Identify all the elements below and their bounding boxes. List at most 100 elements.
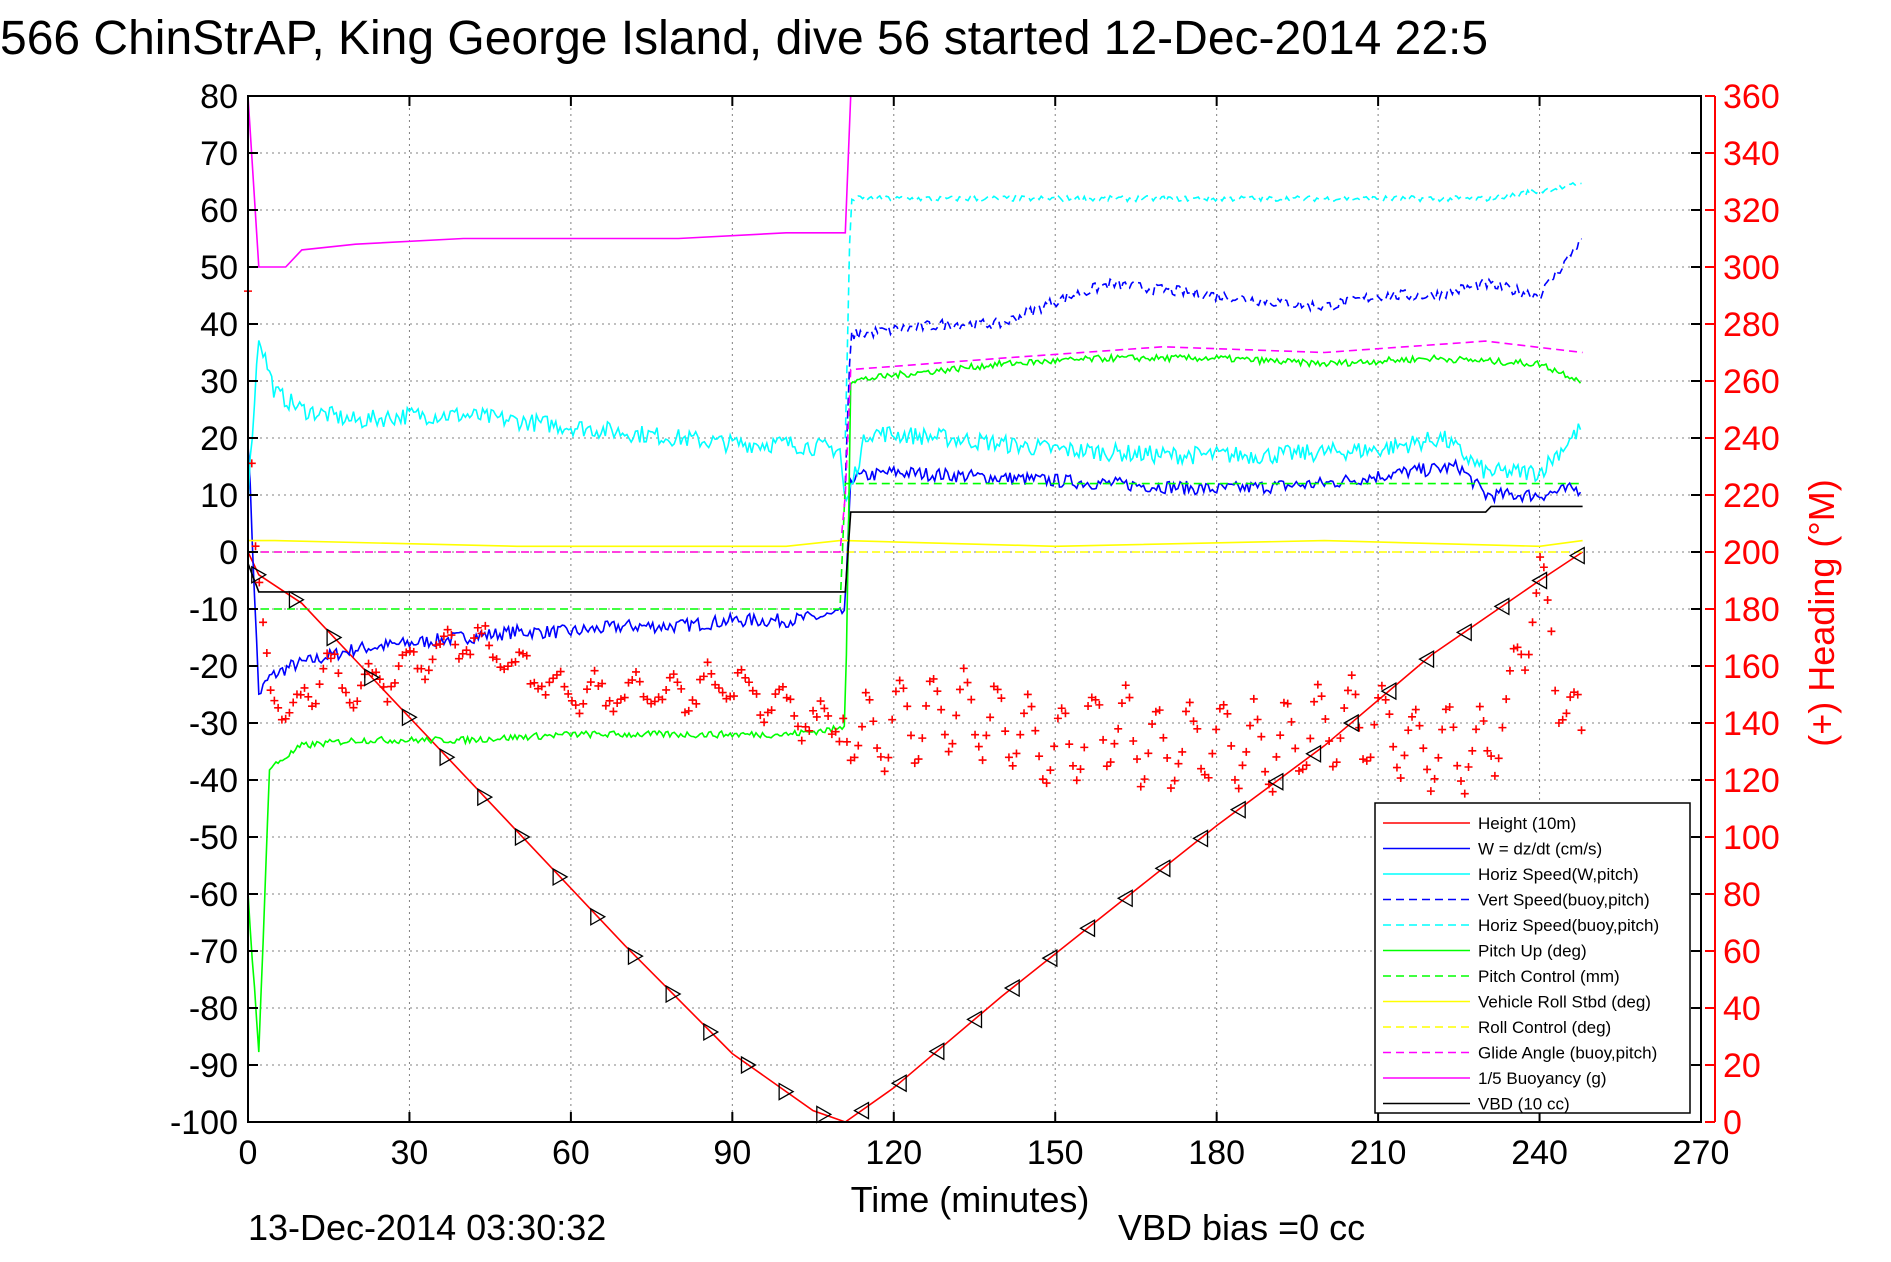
heading-point bbox=[1498, 723, 1507, 732]
heading-point bbox=[473, 623, 482, 632]
y2-tick-label: 260 bbox=[1723, 363, 1780, 401]
heading-point bbox=[1359, 755, 1368, 764]
heading-point bbox=[1061, 709, 1070, 718]
heading-point bbox=[1400, 751, 1409, 760]
heading-point bbox=[1223, 709, 1232, 718]
heading-point bbox=[1257, 732, 1266, 741]
heading-point bbox=[643, 695, 652, 704]
heading-point bbox=[948, 739, 957, 748]
heading-point bbox=[1325, 737, 1334, 746]
heading-point bbox=[1573, 690, 1582, 699]
heading-point bbox=[1456, 777, 1465, 786]
heading-point bbox=[304, 692, 313, 701]
y2-tick-label: 220 bbox=[1723, 477, 1780, 515]
depth-markers bbox=[251, 546, 1585, 1124]
heading-point bbox=[1095, 700, 1104, 709]
series-line bbox=[247, 352, 1582, 1053]
heading-point bbox=[1366, 753, 1375, 762]
heading-point bbox=[778, 682, 787, 691]
heading-point bbox=[1283, 699, 1292, 708]
heading-point bbox=[255, 578, 264, 587]
series-line bbox=[247, 444, 1582, 696]
heading-point bbox=[1159, 733, 1168, 742]
depth-marker bbox=[1380, 681, 1397, 701]
heading-point bbox=[451, 640, 460, 649]
heading-point bbox=[1121, 681, 1130, 690]
depth-marker bbox=[1116, 889, 1133, 908]
heading-point bbox=[865, 695, 874, 704]
y2-tick-label: 60 bbox=[1723, 933, 1761, 971]
heading-point bbox=[910, 759, 919, 768]
heading-point bbox=[567, 696, 576, 705]
heading-point bbox=[1494, 754, 1503, 763]
heading-point bbox=[1370, 720, 1379, 729]
series-line bbox=[248, 482, 1583, 610]
heading-point bbox=[379, 682, 388, 691]
heading-point bbox=[809, 706, 818, 715]
heading-point bbox=[971, 730, 980, 739]
heading-point bbox=[876, 752, 885, 761]
depth-marker bbox=[1568, 546, 1585, 565]
heading-point bbox=[537, 682, 546, 691]
series-line bbox=[844, 237, 1582, 484]
heading-point bbox=[466, 650, 475, 659]
legend-label: Height (10m) bbox=[1478, 814, 1576, 833]
heading-point bbox=[439, 632, 448, 641]
heading-point bbox=[1174, 759, 1183, 768]
heading-point bbox=[485, 641, 494, 650]
heading-point bbox=[1355, 723, 1364, 732]
heading-point bbox=[436, 640, 445, 649]
heading-point bbox=[1313, 680, 1322, 689]
heading-point bbox=[1163, 753, 1172, 762]
legend-label: Horiz Speed(W,pitch) bbox=[1478, 865, 1639, 884]
heading-point bbox=[1426, 787, 1435, 796]
y-tick-label: 40 bbox=[200, 306, 238, 344]
depth-marker bbox=[514, 827, 531, 847]
heading-point bbox=[387, 682, 396, 691]
heading-point bbox=[1472, 725, 1481, 734]
depth-marker bbox=[1079, 919, 1096, 938]
y2-tick-label: 100 bbox=[1723, 819, 1780, 857]
heading-point bbox=[1351, 690, 1360, 699]
heading-point bbox=[1562, 709, 1571, 718]
heading-point bbox=[1419, 744, 1428, 753]
depth-marker bbox=[816, 1105, 833, 1124]
heading-point bbox=[824, 711, 833, 720]
heading-point bbox=[1536, 553, 1545, 562]
heading-point bbox=[1053, 714, 1062, 723]
heading-point bbox=[1543, 596, 1552, 605]
heading-point bbox=[522, 651, 531, 660]
heading-point bbox=[850, 753, 859, 762]
heading-point bbox=[933, 687, 942, 696]
legend-label: Pitch Control (mm) bbox=[1478, 967, 1620, 986]
y-tick-label: -40 bbox=[189, 762, 238, 800]
heading-point bbox=[658, 695, 667, 704]
heading-point bbox=[1310, 697, 1319, 706]
heading-point bbox=[285, 708, 294, 717]
heading-point bbox=[1046, 766, 1055, 775]
y-tick-label: 30 bbox=[200, 363, 238, 401]
heading-point bbox=[402, 648, 411, 657]
depth-marker bbox=[1192, 829, 1209, 848]
heading-point bbox=[1057, 704, 1066, 713]
heading-point bbox=[1227, 741, 1236, 750]
heading-point bbox=[1276, 731, 1285, 740]
heading-point bbox=[477, 629, 486, 638]
heading-point bbox=[854, 741, 863, 750]
heading-point bbox=[1287, 717, 1296, 726]
heading-point bbox=[341, 688, 350, 697]
heading-point bbox=[372, 668, 381, 677]
depth-marker bbox=[1229, 800, 1246, 819]
heading-point bbox=[300, 683, 309, 692]
heading-point bbox=[665, 673, 674, 682]
heading-point bbox=[1502, 695, 1511, 704]
heading-point bbox=[1513, 643, 1522, 652]
heading-point bbox=[1230, 775, 1239, 784]
x-axis: 0 30 60 90 120 150 180 210 240 270 bbox=[239, 96, 1729, 1172]
heading-point bbox=[1178, 747, 1187, 756]
heading-point bbox=[812, 712, 821, 721]
heading-point bbox=[511, 657, 520, 666]
legend-label: W = dz/dt (cm/s) bbox=[1478, 840, 1602, 859]
y2-tick-label: 320 bbox=[1723, 192, 1780, 230]
heading-point bbox=[1487, 752, 1496, 761]
